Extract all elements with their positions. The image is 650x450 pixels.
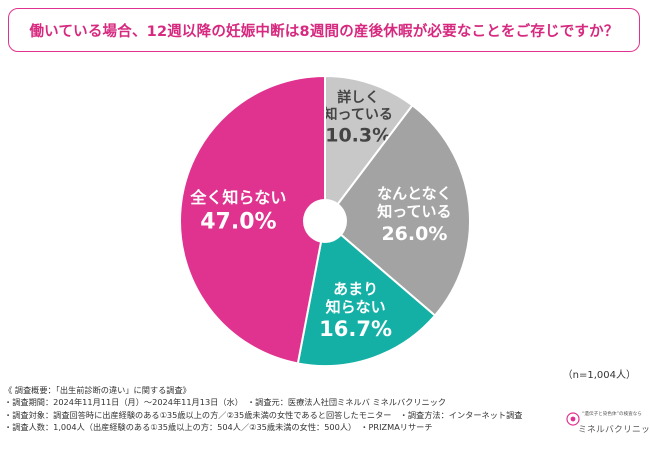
donut-chart: 詳しく知っている10.3%なんとなく知っている26.0%あまり知らない16.7%… <box>179 74 471 367</box>
survey-footnotes: 《 調査概要：「出生前診断の違い」に関する調査》 ・調査期間：2024年11月1… <box>4 384 524 433</box>
pie-slice-1 <box>323 103 471 317</box>
slice-label-0-line-1: 知っている <box>324 106 393 123</box>
pie-slice-0 <box>324 74 414 224</box>
footnote-count: ・調査人数：1,004人（出産経験のある①35歳以上の方：504人／②35歳未満… <box>4 421 433 432</box>
footnote-target: ・調査対象：調査回答時に出産経験のある①35歳以上の方／②35歳未満の女性である… <box>4 409 523 420</box>
clinic-logo: “遺伝子と染色体”の検査なら ミネルバクリニック <box>566 408 650 442</box>
slice-label-2-line-1: 知らない <box>326 298 386 316</box>
slice-value-0: 10.3% <box>325 125 391 147</box>
pie-slice-2 <box>296 219 437 367</box>
slice-value-1: 26.0% <box>381 223 447 245</box>
sample-size-note: （n=1,004人） <box>562 370 636 381</box>
donut-hole <box>303 199 347 243</box>
logo-tagline: “遺伝子と染色体”の検査なら <box>582 412 642 417</box>
footnote-period: ・調査期間：2024年11月11日（月）〜2024年11月13日（水） ・調査元… <box>4 397 447 408</box>
footnote-heading: 《 調査概要：「出生前診断の違い」に関する調査》 <box>4 385 191 395</box>
slice-label-2-line-0: あまり <box>333 280 378 298</box>
logo-name: ミネルバクリニック <box>578 425 650 435</box>
title-box: 働いている場合、12週以降の妊娠中断は8週間の産後休暇が必要なことをご存じですか… <box>8 8 640 52</box>
slice-value-2: 16.7% <box>319 317 392 341</box>
slice-label-3-line-0: 全く知らない <box>189 188 286 207</box>
slice-label-0-line-0: 詳しく <box>337 89 379 106</box>
pie-slice-3 <box>179 74 326 365</box>
logo-mark-icon <box>566 412 580 426</box>
slice-label-1-line-0: なんとなく <box>377 185 452 203</box>
slice-value-3: 47.0% <box>200 209 276 234</box>
chart-title: 働いている場合、12週以降の妊娠中断は8週間の産後休暇が必要なことをご存じですか… <box>29 23 619 40</box>
slice-label-1-line-1: 知っている <box>377 203 451 221</box>
